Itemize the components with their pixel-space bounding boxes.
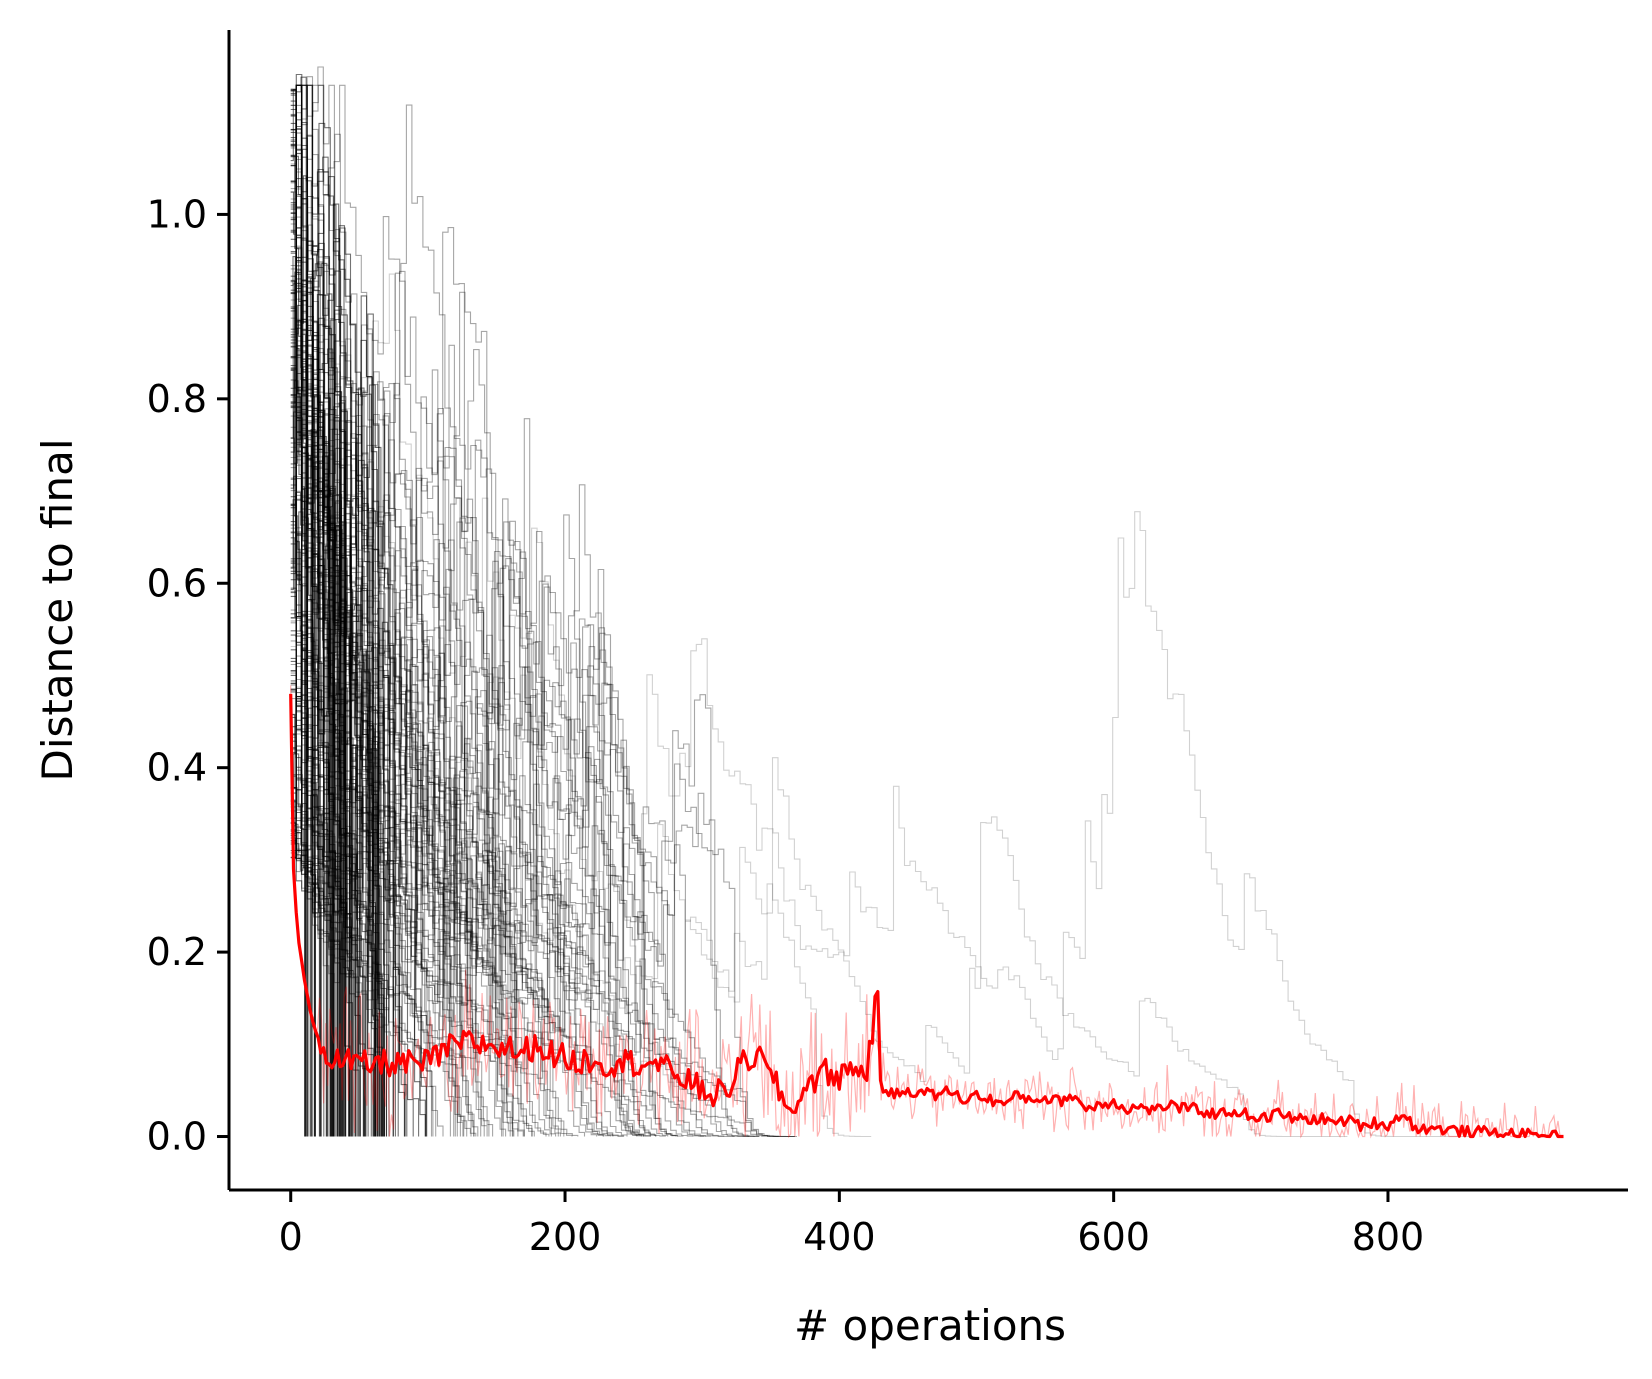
run-line	[290, 364, 356, 1137]
x-tick-label: 200	[529, 1215, 602, 1259]
run-line	[290, 76, 333, 1137]
run-line	[290, 66, 482, 1137]
run-line	[290, 104, 694, 1137]
run-line	[290, 229, 346, 1137]
run-line	[290, 283, 307, 1137]
run-line	[290, 456, 669, 1137]
run-line	[290, 532, 684, 1137]
run-line	[290, 84, 579, 1137]
run-line	[290, 155, 315, 1137]
run-line	[290, 122, 338, 1137]
run-line	[290, 256, 306, 1137]
run-line	[290, 590, 780, 1137]
run-line	[290, 84, 380, 1137]
y-tick-label: 0.8	[147, 377, 207, 421]
run-line	[290, 514, 712, 1137]
x-tick-label: 400	[803, 1215, 876, 1259]
run-line	[290, 104, 872, 1138]
run-line	[290, 497, 679, 1137]
run-line	[290, 168, 561, 1137]
mean-band-group	[290, 685, 1563, 1139]
run-line	[290, 684, 475, 1137]
run-line	[290, 358, 352, 1137]
y-tick-label: 0.2	[147, 930, 207, 974]
x-axis-title: # operations	[794, 1301, 1066, 1350]
x-tick-label: 600	[1077, 1215, 1150, 1259]
run-line	[290, 133, 612, 1137]
run-line	[290, 837, 351, 1137]
run-line	[290, 805, 374, 1137]
run-line	[290, 514, 550, 1137]
run-line	[290, 426, 455, 1137]
run-line	[290, 514, 503, 1137]
run-line	[290, 357, 628, 1137]
run-line	[290, 840, 332, 1137]
run-line	[290, 530, 565, 1137]
individual-runs-group	[290, 66, 1469, 1138]
mean-line	[289, 693, 1564, 1139]
run-line	[290, 317, 756, 1137]
run-line	[290, 511, 1469, 1138]
run-line	[290, 84, 399, 1137]
run-line	[290, 89, 307, 1137]
y-tick-label: 0.0	[147, 1115, 207, 1159]
y-tick-label: 0.4	[147, 746, 207, 790]
run-line	[290, 511, 316, 1137]
run-line	[290, 283, 705, 1137]
run-line	[290, 713, 316, 1137]
y-tick-label: 1.0	[147, 192, 207, 236]
run-line	[290, 90, 468, 1137]
run-line	[290, 165, 428, 1137]
y-tick-label: 0.6	[147, 561, 207, 605]
run-line	[290, 617, 461, 1137]
x-tick-label: 0	[279, 1215, 303, 1259]
x-tick-label: 800	[1352, 1215, 1425, 1259]
run-line	[290, 740, 382, 1137]
run-line	[290, 273, 1348, 1138]
mean-line-group	[289, 693, 1564, 1139]
axes-group	[227, 30, 1628, 1192]
run-line	[290, 507, 367, 1137]
run-line	[290, 393, 725, 1137]
run-line	[290, 647, 384, 1137]
run-line	[290, 84, 750, 1138]
run-line	[290, 731, 437, 1137]
run-line	[290, 663, 760, 1138]
run-line	[290, 697, 420, 1137]
mean-band	[290, 685, 1563, 1139]
run-line	[290, 689, 475, 1137]
run-line	[290, 407, 332, 1137]
run-line	[290, 749, 329, 1137]
y-axis-title: Distance to final	[33, 439, 82, 782]
run-line	[290, 774, 343, 1137]
ticks-group: 0 200 400 600 800 0.0 0.2 0.4 0.6 0.8 1.0	[147, 192, 1425, 1259]
